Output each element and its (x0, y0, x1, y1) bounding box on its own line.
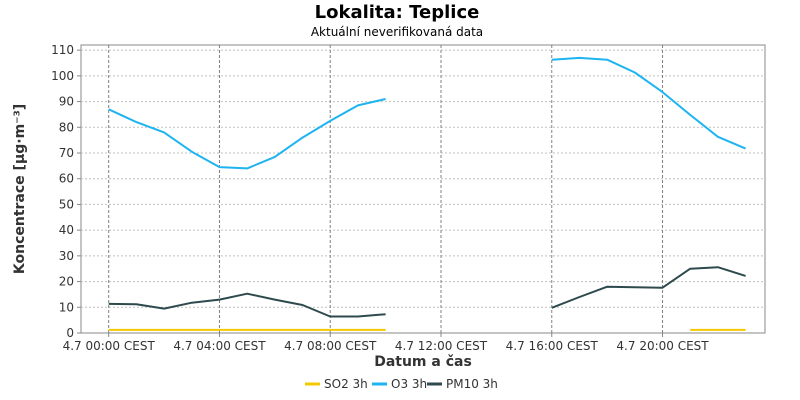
x-tick-label: 4.7 20:00 CEST (616, 339, 709, 353)
chart-title: Lokalita: Teplice (315, 2, 480, 23)
x-axis: 4.7 00:00 CEST 4.7 04:00 CEST 4.7 08:00 CE… (63, 333, 709, 353)
y-tick-label: 70 (59, 146, 74, 160)
series-line-o3-3h (551, 56, 746, 150)
y-tick-label: 60 (59, 172, 74, 186)
legend: SO2 3h O3 3h PM10 3h (305, 377, 498, 391)
legend-label: O3 3h (391, 377, 427, 391)
x-tick-label: 4.7 12:00 CEST (395, 339, 488, 353)
y-tick-label: 30 (59, 249, 74, 263)
y-tick-label: 20 (59, 275, 74, 289)
y-tick-label: 80 (59, 120, 74, 134)
series-line-pm10-3h (551, 266, 746, 309)
y-tick-label: 110 (51, 43, 74, 57)
y-tick-label: 40 (59, 223, 74, 237)
y-axis-label: Koncentrace [µg·m⁻³] (12, 104, 28, 274)
x-axis-label: Datum a čas (374, 354, 472, 370)
x-tick-label: 4.7 08:00 CEST (284, 339, 377, 353)
grid-lines (81, 45, 765, 333)
y-tick-label: 50 (59, 197, 74, 211)
chart-subtitle: Aktuální neverifikovaná data (311, 25, 483, 39)
series-line-pm10-3h (108, 292, 386, 318)
series-line-o3-3h (108, 98, 386, 170)
x-tick-label: 4.7 04:00 CEST (173, 339, 266, 353)
x-tick-label: 4.7 16:00 CEST (506, 339, 599, 353)
y-tick-label: 0 (66, 326, 74, 340)
y-axis: 0 10 20 30 40 50 60 70 80 90 100 110 (51, 43, 81, 340)
plot-area (80, 44, 766, 334)
y-tick-label: 10 (59, 300, 74, 314)
series-lines (108, 56, 746, 331)
y-tick-label: 100 (51, 69, 74, 83)
y-tick-label: 90 (59, 95, 74, 109)
legend-label: PM10 3h (446, 377, 498, 391)
x-tick-label: 4.7 00:00 CEST (63, 339, 156, 353)
legend-label: SO2 3h (324, 377, 368, 391)
